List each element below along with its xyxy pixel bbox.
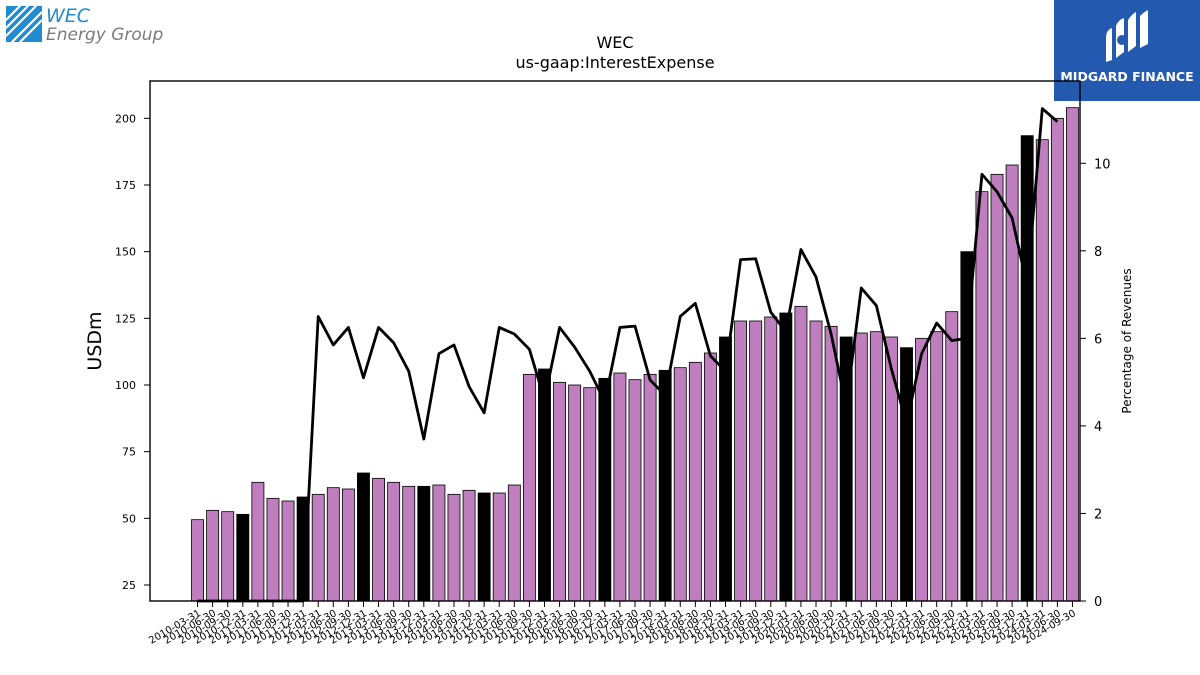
y2-tick-label: 8 — [1094, 245, 1102, 260]
bar — [236, 513, 250, 602]
company-tagline: Energy Group — [46, 25, 164, 45]
bar — [658, 369, 672, 602]
bar — [643, 373, 657, 602]
bar — [568, 384, 582, 602]
y2-tick-label: 2 — [1094, 507, 1102, 522]
bar — [854, 332, 868, 602]
midgard-logo-icon — [1106, 10, 1148, 62]
bar — [945, 311, 959, 602]
y-tick-label: 125 — [115, 312, 136, 325]
bar — [447, 493, 461, 602]
y-tick-label: 75 — [122, 446, 136, 459]
chart-title: WEC — [596, 33, 634, 52]
bar — [1005, 164, 1019, 602]
y-tick-label: 175 — [115, 179, 136, 192]
bar — [764, 316, 778, 602]
y2-tick-label: 0 — [1094, 595, 1102, 610]
bar — [779, 312, 793, 602]
bar — [507, 484, 521, 602]
bar — [990, 173, 1004, 602]
midgard-finance-logo: MIDGARD FINANCE — [1054, 0, 1200, 101]
y2-tick-label: 6 — [1094, 332, 1102, 347]
bar — [719, 336, 732, 602]
bar — [402, 485, 416, 602]
bar — [749, 320, 763, 602]
bar — [885, 336, 898, 602]
company-name: WEC — [46, 5, 91, 27]
bar — [341, 488, 355, 602]
bar — [628, 379, 642, 602]
bar — [326, 487, 340, 602]
bar — [206, 509, 220, 602]
bar — [372, 477, 385, 602]
bar — [930, 331, 944, 602]
y2-axis-label: Percentage of Revenues — [1120, 268, 1134, 413]
y-axis-label: USDm — [84, 311, 106, 370]
bar — [598, 377, 612, 602]
bar — [824, 325, 838, 602]
bar — [432, 484, 446, 602]
y-tick-label: 100 — [115, 379, 136, 392]
bar — [1066, 107, 1079, 602]
y2-tick-label: 4 — [1094, 420, 1102, 435]
bar — [975, 191, 989, 602]
bar — [387, 481, 401, 602]
wec-logo: WEC Energy Group — [6, 6, 176, 46]
bar — [1050, 117, 1064, 602]
bar — [613, 372, 627, 602]
bar — [673, 367, 687, 602]
bar — [251, 481, 265, 602]
bar — [417, 485, 431, 602]
chart-subtitle: us-gaap:InterestExpense — [515, 53, 715, 72]
wec-logo-icon — [6, 6, 42, 42]
bar — [553, 381, 567, 602]
bar — [734, 320, 748, 602]
y-tick-label: 50 — [122, 512, 136, 525]
bar — [869, 331, 883, 602]
bar — [688, 361, 702, 602]
bar — [266, 497, 280, 602]
bar — [191, 519, 204, 602]
publisher-name: MIDGARD FINANCE — [1060, 69, 1194, 84]
y-tick-label: 200 — [115, 112, 136, 125]
bar — [492, 492, 506, 602]
bar — [809, 320, 823, 602]
bar — [538, 368, 551, 602]
bar — [221, 511, 235, 602]
bar — [462, 489, 476, 602]
bar — [522, 373, 536, 602]
bar — [900, 347, 913, 602]
plot-frame — [149, 80, 1081, 602]
bar — [583, 387, 597, 602]
bar — [281, 500, 295, 602]
y-tick-label: 150 — [115, 246, 136, 259]
bar — [311, 493, 325, 602]
y2-tick-label: 10 — [1094, 157, 1111, 172]
y-tick-label: 25 — [122, 579, 136, 592]
percentage-line — [197, 107, 1059, 603]
bar — [703, 352, 717, 602]
bar — [1020, 135, 1034, 602]
bar — [1035, 139, 1049, 602]
bar — [477, 492, 491, 602]
bar — [357, 472, 370, 602]
bar — [794, 305, 808, 602]
